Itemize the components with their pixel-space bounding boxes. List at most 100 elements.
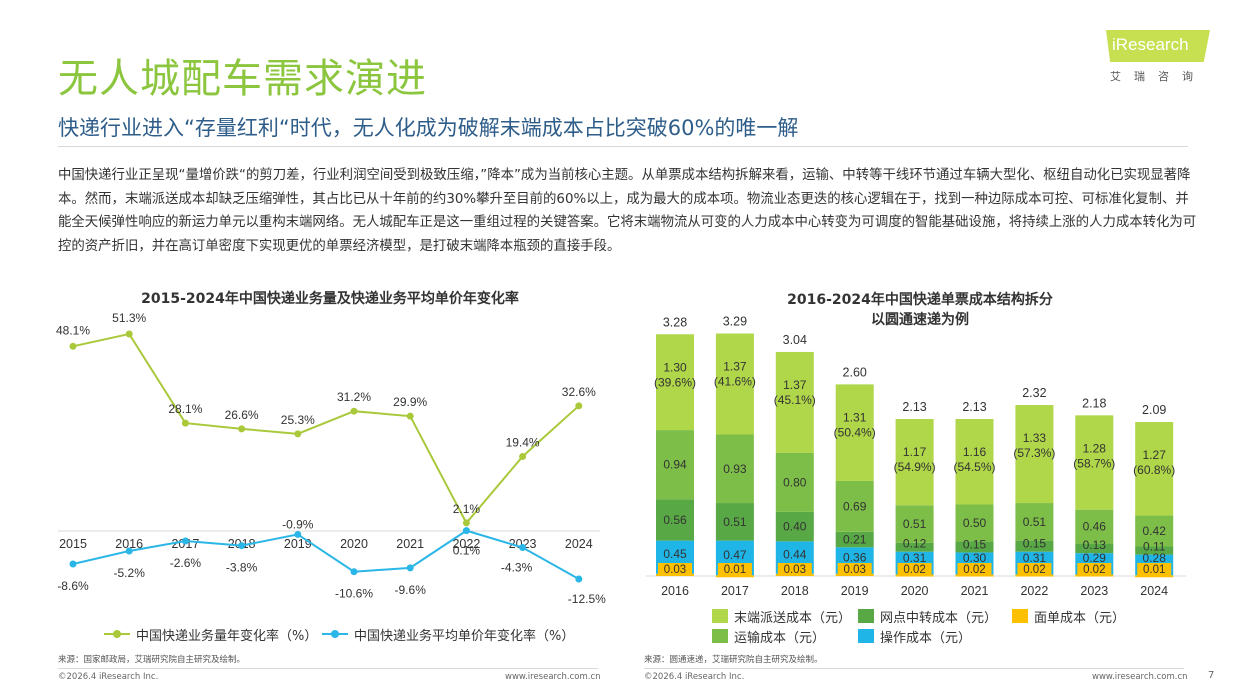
price-point [125,547,133,555]
transfer-data-label: 0.15 [963,537,987,551]
last-mile-value-label: 1.17 [903,445,927,459]
volume-point [350,407,358,415]
price-data-label: -5.2% [114,566,146,580]
transport-data-label: 0.93 [723,462,747,476]
transport-data-label: 0.80 [783,475,807,489]
x-tick-label: 2015 [59,537,87,551]
volume-data-label: 48.1% [56,323,90,337]
volume-point [181,419,189,427]
waybill-label-box [1017,563,1052,576]
bar-total-label: 3.04 [783,333,807,347]
source-note-right: 来源：圆通速递，艾瑞研究院自主研究及绘制。 [644,655,823,665]
page-title: 无人城配车需求演进 [58,56,427,102]
volume-point [406,412,414,420]
price-data-label: -8.6% [57,579,89,593]
logo-subtext: 艾瑞咨询 [1110,70,1206,83]
price-data-label: -0.9% [282,517,314,531]
waybill-data-label: 0.03 [664,564,686,576]
waybill-label-box [897,563,932,576]
price-data-label: -2.6% [170,556,202,570]
last-mile-value-label: 1.37 [723,360,747,374]
operation-data-label: 0.36 [843,551,867,565]
x-tick-label: 2016 [115,537,143,551]
bar-total-label: 2.13 [902,400,926,414]
waybill-data-label: 0.03 [844,564,866,576]
transfer-data-label: 0.21 [843,533,867,547]
bar-total-label: 2.60 [843,365,867,379]
transport-data-label: 0.46 [1083,520,1107,534]
x-tick-label: 2020 [340,537,368,551]
copyright-left: ©2026.4 iResearch Inc. [58,672,159,682]
last-mile-share-label: (57.3%) [1013,446,1055,460]
legend-label: 操作成本（元） [880,631,972,646]
price-data-label: -9.6% [395,583,427,597]
legend-swatch [858,609,874,623]
legend-label: 末端派送成本（元） [734,611,852,626]
last-mile-share-label: (58.7%) [1073,456,1115,470]
bar-segment [775,511,814,542]
volume-data-label: 25.3% [281,413,315,427]
last-mile-value-label: 1.31 [843,410,867,424]
bar-total-label: 2.18 [1082,396,1106,410]
volume-data-label: 31.2% [337,390,371,404]
bar-total-label: 3.29 [723,315,747,329]
operation-data-label: 0.29 [1083,551,1107,565]
waybill-label-box [777,563,812,576]
volume-point [69,342,77,350]
volume-data-label: 51.3% [112,311,146,325]
operation-data-label: 0.47 [723,548,747,562]
x-tick-label: 2016 [661,584,689,598]
footer-divider-right [644,668,1184,669]
website-link-left[interactable]: www.iresearch.com.cn [505,672,601,682]
x-tick-label: 2023 [1080,584,1108,598]
page-number: 7 [1208,670,1215,681]
last-mile-value-label: 1.30 [663,360,687,374]
volume-growth-line [72,332,580,525]
waybill-data-label: 0.02 [963,564,985,576]
x-tick-label: 2024 [1140,584,1168,598]
bar-segment [656,430,694,500]
volume-point [294,430,302,438]
footer-divider-left [58,668,598,669]
price-point [181,537,189,545]
website-link-right[interactable]: www.iresearch.com.cn [1092,672,1188,682]
volume-point [238,425,246,433]
waybill-data-label: 0.01 [1143,564,1165,576]
price-point [350,568,358,576]
x-tick-label: 2017 [721,584,749,598]
operation-data-label: 0.44 [783,548,807,562]
bar-segment [835,480,874,532]
bar-segment [955,541,994,553]
bar-segment [835,531,874,548]
legend-label: 中国快递业务量年变化率（%） [136,629,318,644]
price-point [519,544,527,552]
growth-rate-line-chart: 2015201620172018201920202021202220232024… [56,311,606,606]
legend-swatch [712,629,728,643]
operation-data-label: 0.45 [663,547,687,561]
bar-total-label: 2.32 [1022,386,1046,400]
x-tick-label: 2018 [781,584,809,598]
price-point [69,560,77,568]
x-tick-label: 2023 [509,537,537,551]
waybill-data-label: 0.02 [1023,564,1045,576]
waybill-data-label: 0.03 [784,564,806,576]
last-mile-share-label: (50.4%) [834,425,876,439]
price-data-label: -4.3% [501,561,533,575]
volume-data-label: 19.4% [506,436,540,450]
x-tick-label: 2019 [841,584,869,598]
transfer-data-label: 0.11 [1143,540,1166,554]
last-mile-share-label: (60.8%) [1133,463,1175,477]
transport-data-label: 0.50 [963,516,987,530]
waybill-label-box [717,563,752,576]
price-point [294,530,302,538]
bar-segment [715,434,754,504]
bar-segment [715,333,754,435]
volume-data-label: 29.9% [393,395,427,409]
legend-swatch [858,629,874,643]
copyright-right: ©2026.4 iResearch Inc. [644,672,745,682]
price-point [575,575,583,583]
volume-data-label: 28.1% [168,402,202,416]
legend-dot [113,630,121,638]
transport-data-label: 0.42 [1143,524,1167,538]
bar-segment [895,542,934,552]
